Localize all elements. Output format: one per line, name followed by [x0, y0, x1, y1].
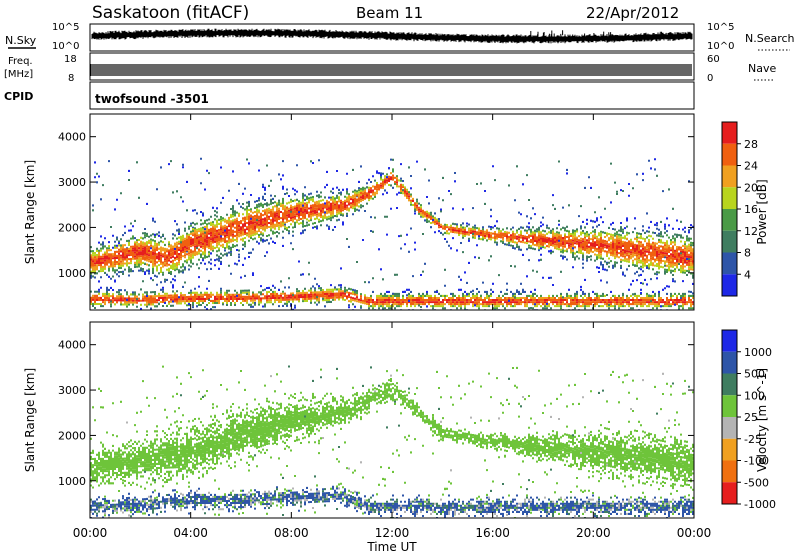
noise-right-tick-bottom: 10^0 — [707, 41, 734, 52]
velocity-colorbar-tick: -25 — [744, 433, 762, 446]
velocity-colorbar: 1000 500 100 25 -25 -100 -500 -1000 — [721, 329, 776, 511]
x-tick-label: 20:00 — [576, 526, 611, 540]
velocity-colorbar-tick: -100 — [744, 455, 769, 468]
power-colorbar-tick: 24 — [744, 160, 758, 173]
power-colorbar-tick: 8 — [744, 247, 751, 260]
colorbar-swatch — [722, 252, 737, 275]
colorbar-swatch — [722, 482, 737, 504]
power-colorbar: 4 8 12 16 20 24 28 — [721, 121, 758, 297]
power-colorbar-tick: 28 — [744, 138, 758, 151]
colorbar-swatch — [722, 395, 737, 417]
colorbar-swatch — [722, 417, 737, 439]
nave-tick-bottom: 0 — [707, 73, 713, 84]
colorbar-swatch — [722, 438, 737, 461]
freq-panel: Freq. [MHz] 18 8 60 0 Nave — [4, 52, 776, 84]
colorbar-swatch — [722, 122, 737, 144]
colorbar-swatch — [722, 165, 737, 188]
freq-bars — [90, 64, 692, 76]
x-tick-label: 04:00 — [173, 526, 208, 540]
y-tick-label: 1000 — [58, 267, 86, 280]
time-axis-label: Time UT — [366, 540, 417, 554]
colorbar-swatch — [722, 143, 737, 166]
power-colorbar-tick: 12 — [744, 225, 758, 238]
freq-label-2: [MHz] — [4, 69, 33, 80]
x-tick-label: 08:00 — [274, 526, 309, 540]
x-tick-label: 12:00 — [375, 526, 410, 540]
freq-trace — [90, 64, 692, 76]
colorbar-swatch — [722, 373, 737, 396]
y-tick-label: 4000 — [58, 131, 86, 144]
date-title: 22/Apr/2012 — [586, 4, 679, 22]
y-tick-label: 2000 — [58, 429, 86, 442]
velocity-ylabel: Slant Range [km] — [23, 368, 37, 472]
backscatter-cells — [90, 365, 694, 518]
colorbar-swatch — [722, 209, 737, 231]
backscatter-cells — [90, 372, 692, 518]
noise-left-label: N.Sky — [5, 34, 37, 47]
nave-tick-top: 60 — [707, 54, 720, 65]
station-title: Saskatoon (fitACF) — [92, 3, 249, 23]
backscatter-cells — [90, 158, 694, 310]
velocity-colorbar-tick: -1000 — [744, 498, 776, 511]
power-colorbar-tick: 16 — [744, 203, 758, 216]
velocity-colorbar-tick: 500 — [744, 368, 765, 381]
colorbar-swatch — [722, 351, 737, 374]
x-tick-label: 00:00 — [677, 526, 712, 540]
velocity-colorbar-tick: 25 — [744, 411, 758, 424]
velocity-backscatter — [90, 365, 694, 518]
backscatter-cells — [90, 176, 694, 304]
cpid-panel: CPID twofsound -3501 — [4, 81, 695, 110]
velocity-colorbar-tick: -500 — [744, 476, 769, 489]
velocity-y-ticks: 1000 2000 3000 4000 — [58, 339, 694, 488]
colorbar-swatch — [722, 330, 737, 352]
velocity-panel: 1000 2000 3000 4000 Slant Range [km] 1000 50… — [23, 321, 776, 519]
colorbar-swatch — [722, 274, 737, 296]
noise-panel: N.Sky 10^5 10^0 10^5 10^0 N.Search — [5, 22, 795, 52]
velocity-colorbar-label: Velocity [m s^-1] — [755, 368, 769, 472]
power-colorbar-tick: 20 — [744, 181, 758, 194]
freq-label-1: Freq. — [8, 56, 33, 67]
backscatter-cells — [90, 157, 694, 310]
power-backscatter — [90, 157, 694, 310]
velocity-colorbar-tick: 100 — [744, 389, 765, 402]
nave-label: Nave — [748, 62, 776, 75]
x-tick-label: 16:00 — [475, 526, 510, 540]
freq-left-tick-bottom: 8 — [68, 73, 74, 84]
power-ylabel: Slant Range [km] — [23, 160, 37, 264]
noise-right-tick-top: 10^5 — [707, 22, 734, 33]
beam-title: Beam 11 — [356, 4, 423, 22]
colorbar-swatch — [722, 230, 737, 253]
colorbar-swatch — [722, 460, 737, 483]
noise-left-tick-bottom: 10^0 — [52, 41, 79, 52]
colorbar-swatch — [722, 187, 737, 209]
y-tick-label: 3000 — [58, 384, 86, 397]
x-tick-label: 00:00 — [73, 526, 108, 540]
power-colorbar-label: Power [dB] — [755, 179, 769, 244]
noise-sky-line — [91, 28, 693, 44]
cpid-label: CPID — [4, 90, 33, 103]
y-tick-label: 3000 — [58, 176, 86, 189]
y-tick-label: 2000 — [58, 221, 86, 234]
y-tick-label: 1000 — [58, 475, 86, 488]
power-panel: 1000 2000 3000 4000 Slant Range [km] 4 8 12 16… — [23, 113, 769, 311]
noise-trace — [91, 28, 693, 44]
noise-left-tick-top: 10^5 — [52, 22, 79, 33]
cpid-value: twofsound -3501 — [95, 92, 209, 106]
velocity-colorbar-tick: 1000 — [744, 346, 772, 359]
time-axis: 00:00 04:00 08:00 12:00 16:00 20:00 00:00 — [73, 114, 712, 540]
noise-search-line — [522, 30, 677, 41]
y-tick-label: 4000 — [58, 339, 86, 352]
power-colorbar-tick: 4 — [744, 268, 751, 281]
power-y-ticks: 1000 2000 3000 4000 — [58, 131, 694, 280]
noise-right-label: N.Search — [745, 32, 795, 45]
freq-left-tick-top: 18 — [64, 54, 77, 65]
